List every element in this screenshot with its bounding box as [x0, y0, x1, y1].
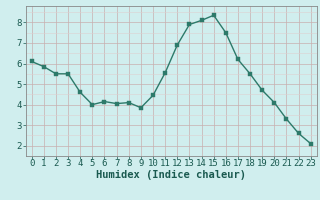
X-axis label: Humidex (Indice chaleur): Humidex (Indice chaleur): [96, 170, 246, 180]
